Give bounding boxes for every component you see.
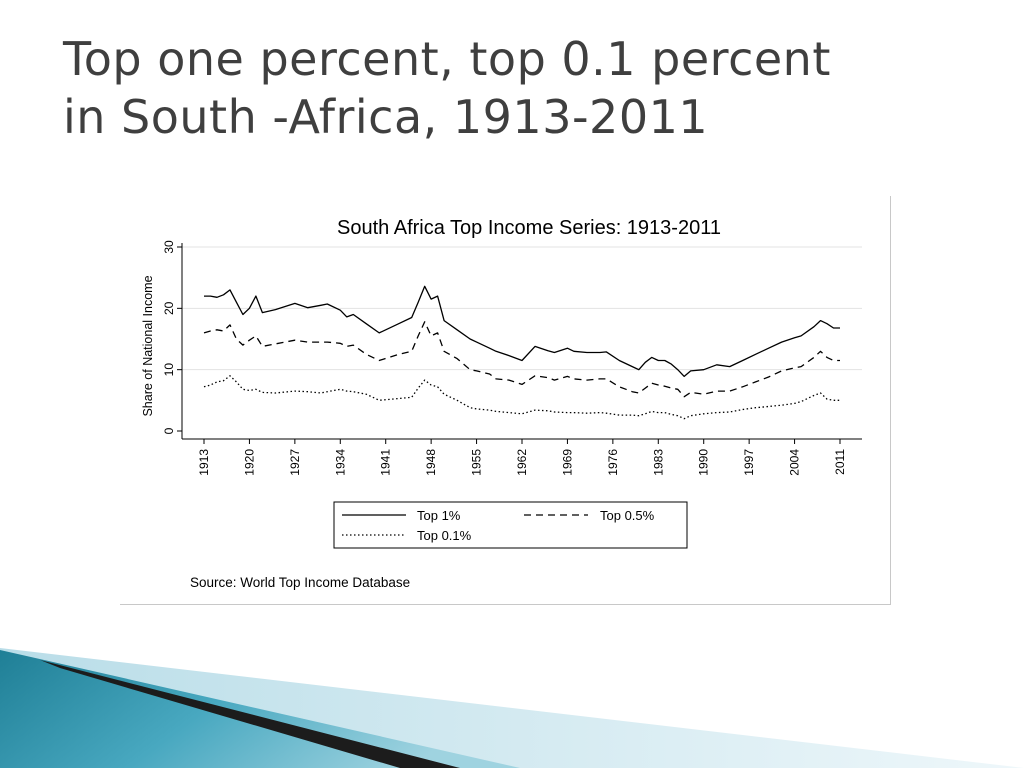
legend-label-top-1: Top 1% bbox=[417, 508, 461, 523]
x-tick-label-1913: 1913 bbox=[197, 449, 211, 476]
x-tick-label-1962: 1962 bbox=[515, 449, 529, 476]
x-tick-label-1927: 1927 bbox=[288, 449, 302, 476]
chart-frame: South Africa Top Income Series: 1913-201… bbox=[120, 196, 891, 605]
series-line-top-0-1 bbox=[203, 375, 840, 420]
decor-pale-wedge bbox=[0, 648, 1024, 768]
chart-title: South Africa Top Income Series: 1913-201… bbox=[337, 217, 721, 239]
grid-layer bbox=[182, 246, 862, 371]
source-note: Source: World Top Income Database bbox=[190, 575, 410, 590]
x-tick-label-1969: 1969 bbox=[560, 449, 574, 476]
y-axis-label: Share of National Income bbox=[141, 275, 155, 416]
slide-title-line-1: Top one percent, top 0.1 percent bbox=[63, 32, 831, 86]
slide-title: Top one percent, top 0.1 percent in Sout… bbox=[63, 30, 963, 146]
x-tick-label-1920: 1920 bbox=[242, 449, 256, 476]
legend-box bbox=[333, 501, 688, 549]
series-line-top-1 bbox=[204, 285, 840, 378]
x-tick-label-1934: 1934 bbox=[333, 449, 347, 476]
x-tick-label-1955: 1955 bbox=[470, 449, 484, 476]
x-tick-label-1997: 1997 bbox=[742, 449, 756, 476]
x-tick-label-1948: 1948 bbox=[424, 449, 438, 476]
slide-title-line-2: in South -Africa, 1913-2011 bbox=[63, 90, 709, 144]
axis-layer: 0 10 20 30 1913 1920 1927 1934 1941 1948 1955 1962 1… bbox=[162, 240, 862, 476]
legend-label-top-0-1: Top 0.1% bbox=[417, 528, 472, 543]
legend: Top 1% Top 0.5% Top 0.1% bbox=[333, 501, 688, 549]
income-chart: South Africa Top Income Series: 1913-201… bbox=[141, 217, 862, 590]
x-tick-label-1990: 1990 bbox=[697, 449, 711, 476]
x-tick-label-1941: 1941 bbox=[379, 449, 393, 476]
decor-dark-stripe bbox=[40, 660, 460, 768]
decor-teal-wedge bbox=[0, 650, 520, 768]
x-tick-label-2011: 2011 bbox=[833, 449, 847, 475]
y-tick-label-20: 20 bbox=[162, 301, 176, 315]
y-tick-label-0: 0 bbox=[162, 427, 176, 434]
series-layer bbox=[203, 285, 840, 420]
x-tick-label-1976: 1976 bbox=[606, 449, 620, 476]
y-tick-label-10: 10 bbox=[162, 363, 176, 377]
legend-label-top-0-5: Top 0.5% bbox=[600, 508, 655, 523]
x-tick-label-1983: 1983 bbox=[651, 449, 665, 476]
y-tick-label-30: 30 bbox=[162, 240, 176, 254]
x-tick-label-2004: 2004 bbox=[788, 449, 802, 476]
series-line-top-0-5 bbox=[203, 321, 840, 398]
